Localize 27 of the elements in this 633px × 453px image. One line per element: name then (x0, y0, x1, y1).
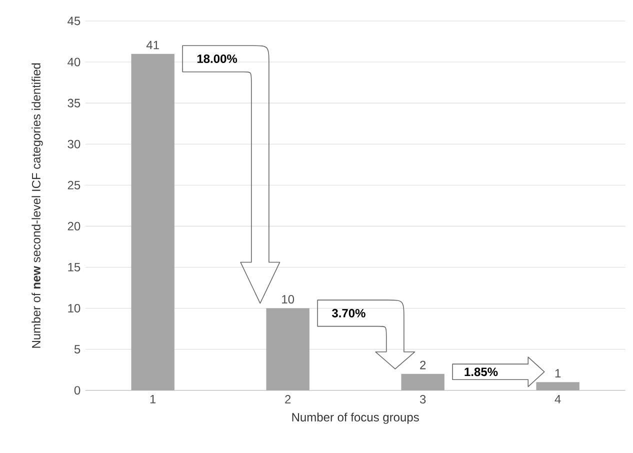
bar (401, 374, 444, 390)
data-label: 1 (555, 369, 561, 378)
data-label: 10 (282, 295, 294, 304)
x-tick-label: 3 (420, 395, 426, 404)
y-tick-label: 10 (68, 304, 80, 312)
y-tick-label: 35 (68, 98, 80, 108)
y-tick-label: 45 (68, 16, 80, 26)
x-tick-label: 1 (150, 395, 156, 404)
x-tick-label: 2 (285, 395, 291, 404)
annotation: 3.70% (332, 308, 366, 318)
bar (536, 382, 580, 390)
y-tick-label: 20 (68, 222, 80, 230)
y-tick-label: 15 (68, 263, 80, 272)
data-label: 41 (146, 40, 159, 50)
y-tick-label: 0 (74, 386, 80, 395)
annotation: 18.00% (197, 54, 238, 63)
y-axis-title: Number of new second-level ICF categories identified (32, 63, 43, 348)
annotation: 1.85% (464, 368, 498, 376)
data-label: 2 (420, 360, 426, 370)
bar (266, 308, 310, 390)
bar (131, 54, 174, 390)
y-tick-label: 30 (68, 140, 80, 148)
y-tick-label: 40 (68, 58, 80, 66)
y-tick-label: 5 (74, 345, 80, 354)
x-tick-label: 4 (554, 395, 561, 404)
x-axis-title: Number of focus groups (292, 412, 419, 424)
y-tick-label: 25 (68, 180, 80, 190)
